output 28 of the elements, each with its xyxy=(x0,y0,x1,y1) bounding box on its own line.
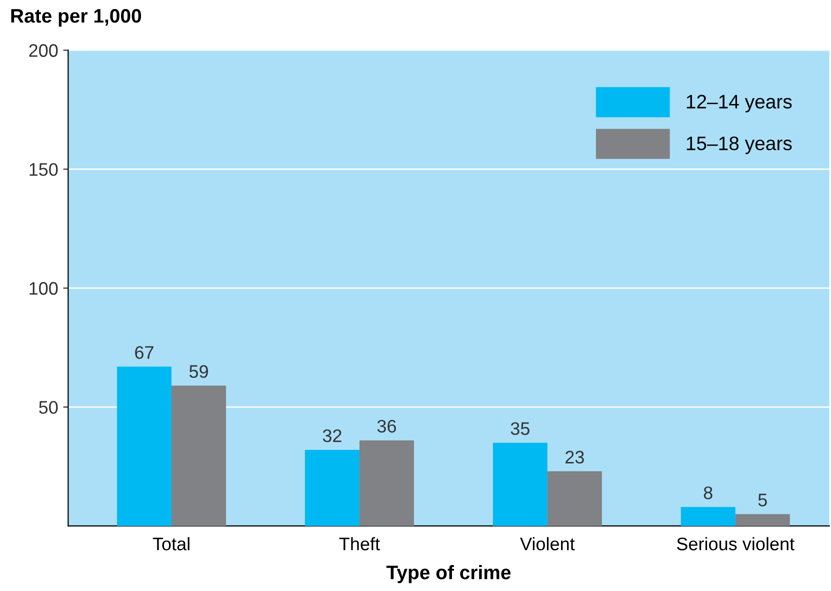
bar xyxy=(304,450,360,526)
data-label: 59 xyxy=(189,365,208,378)
bar xyxy=(359,440,414,526)
y-tick-label: 50 xyxy=(39,400,58,414)
x-tick-label: Theft xyxy=(339,537,380,550)
data-label: 36 xyxy=(377,420,396,433)
data-label: 5 xyxy=(758,494,767,506)
bar xyxy=(680,506,736,526)
bar xyxy=(735,514,790,526)
x-tick-label: Total xyxy=(152,537,190,550)
x-tick-label: Violent xyxy=(520,537,575,550)
y-tick-label: 100 xyxy=(30,282,58,295)
bar xyxy=(117,366,172,526)
y-axis-title: Rate per 1,000 xyxy=(11,8,142,27)
data-label: 23 xyxy=(566,450,584,464)
y-tick-label: 200 xyxy=(29,44,58,57)
bar xyxy=(547,471,602,526)
legend-label: 15–18 years xyxy=(686,136,792,154)
data-label: 35 xyxy=(510,422,530,435)
data-label: 8 xyxy=(704,486,712,500)
bar xyxy=(172,386,226,526)
data-label: 67 xyxy=(135,346,154,359)
legend-label: 12–14 years xyxy=(686,94,792,112)
x-tick-label: Serious violent xyxy=(676,537,794,550)
x-axis-title: Type of crime xyxy=(386,565,511,584)
bar xyxy=(492,442,548,526)
data-label: 32 xyxy=(322,429,342,442)
y-tick-label: 150 xyxy=(30,163,58,176)
